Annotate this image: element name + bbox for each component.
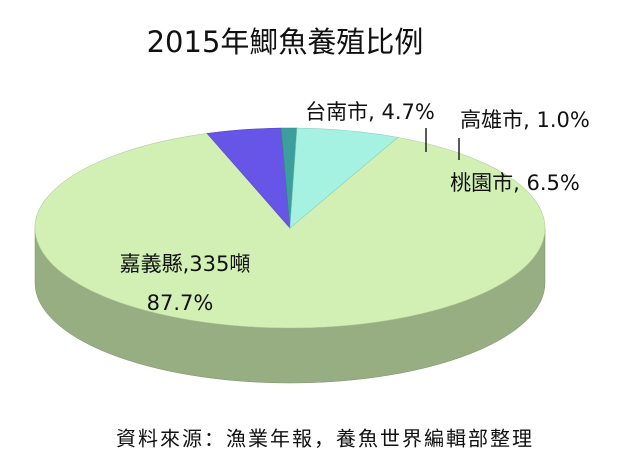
slice <box>289 127 399 229</box>
slice-label: 嘉義縣,335噸 <box>120 252 251 276</box>
slice-label: 桃園市, 6.5% <box>450 171 580 195</box>
source-note: 資料來源：漁業年報，養魚世界編輯部整理 <box>116 427 534 451</box>
slice-label: 台南市, 4.7% <box>305 100 435 124</box>
chart-title: 2015年鯽魚養殖比例 <box>147 25 424 59</box>
slice <box>34 133 546 329</box>
slice-label: 高雄市, 1.0% <box>460 108 590 132</box>
value-label: 87.7% <box>147 291 214 315</box>
pie <box>34 127 546 384</box>
